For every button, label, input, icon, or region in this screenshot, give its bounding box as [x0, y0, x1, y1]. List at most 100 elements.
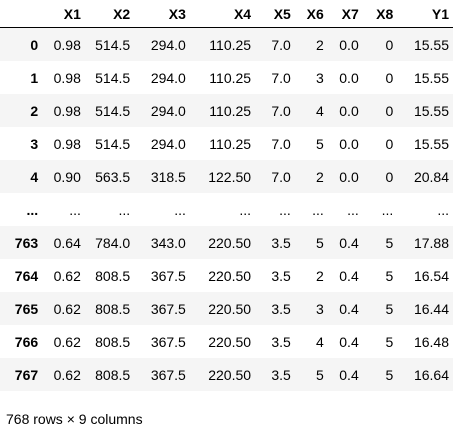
cell-x4: 110.25 — [209, 102, 252, 119]
cell-x8: 5 — [385, 300, 394, 317]
header-row: X1 X2 X3 X4 X5 X6 X7 X8 Y1 — [0, 0, 453, 28]
cell-x3: 367.5 — [150, 267, 186, 284]
row-index: 4 — [30, 168, 39, 185]
cell-x1: 0.90 — [53, 168, 81, 185]
cell-x8: ... — [381, 201, 394, 218]
table-body: 0 0.98 514.5 294.0 110.25 7.0 2 0.0 0 15.55 1 0.98 5… — [0, 27, 453, 391]
cell-x7: 0.4 — [339, 300, 359, 317]
cell-x8: 5 — [385, 234, 394, 251]
cell-y1: 15.55 — [413, 69, 449, 86]
cell-x6: ... — [312, 201, 324, 218]
cell-x3: 367.5 — [150, 333, 186, 350]
table-row: 765 0.62 808.5 367.5 220.50 3.5 3 0.4 5 16.44 — [0, 292, 453, 325]
cell-x6: 5 — [315, 234, 324, 251]
cell-x7: 0.4 — [339, 267, 359, 284]
cell-y1: 16.64 — [413, 366, 449, 383]
row-index: 764 — [14, 267, 39, 284]
row-index: 1 — [30, 69, 39, 86]
cell-x8: 0 — [385, 36, 394, 53]
cell-x1: 0.62 — [53, 333, 81, 350]
cell-x1: 0.62 — [53, 366, 81, 383]
table-row: 764 0.62 808.5 367.5 220.50 3.5 2 0.4 5 16.54 — [0, 259, 453, 292]
cell-x7: 0.0 — [339, 168, 359, 185]
cell-x2: 514.5 — [95, 36, 131, 53]
cell-y1: 17.88 — [413, 234, 449, 251]
cell-x3: 294.0 — [150, 36, 186, 53]
cell-x1: 0.62 — [53, 300, 81, 317]
cell-y1: 16.54 — [413, 267, 449, 284]
cell-x5: 3.5 — [271, 366, 291, 383]
cell-x2: 514.5 — [95, 135, 131, 152]
dataframe-output: X1 X2 X3 X4 X5 X6 X7 X8 Y1 0 0.98 514.5 294… — [0, 0, 453, 391]
cell-x6: 2 — [315, 267, 324, 284]
cell-y1: 20.84 — [413, 168, 449, 185]
cell-y1: 16.48 — [413, 333, 449, 350]
cell-x8: 0 — [385, 69, 394, 86]
cell-x2: 808.5 — [95, 267, 131, 284]
column-header-x4: X4 — [189, 0, 256, 28]
cell-x6: 4 — [315, 333, 324, 350]
cell-x5: 3.5 — [271, 234, 291, 251]
cell-x5: 3.5 — [271, 300, 291, 317]
cell-x4: 122.50 — [208, 168, 252, 185]
cell-x4: 110.25 — [209, 135, 252, 152]
column-header-x1: X1 — [41, 0, 85, 28]
column-header-x3: X3 — [134, 0, 190, 28]
cell-x1: 0.98 — [53, 36, 81, 53]
cell-x3: 294.0 — [150, 135, 186, 152]
cell-x2: 514.5 — [95, 69, 131, 86]
row-index: 763 — [14, 234, 39, 251]
cell-x4: 110.25 — [209, 69, 252, 86]
cell-y1: 15.55 — [413, 36, 449, 53]
cell-x3: 318.5 — [150, 168, 186, 185]
cell-x7: 0.4 — [339, 333, 359, 350]
table-row: 766 0.62 808.5 367.5 220.50 3.5 4 0.4 5 16.48 — [0, 325, 453, 358]
cell-x8: 5 — [385, 267, 394, 284]
cell-x6: 5 — [315, 366, 324, 383]
cell-x1: 0.98 — [53, 102, 81, 119]
table-row: 3 0.98 514.5 294.0 110.25 7.0 5 0.0 0 15.55 — [0, 127, 453, 160]
table-row: 763 0.64 784.0 343.0 220.50 3.5 5 0.4 5 17.88 — [0, 226, 453, 259]
table-row: 1 0.98 514.5 294.0 110.25 7.0 3 0.0 0 15.55 — [0, 61, 453, 94]
cell-x7: 0.4 — [339, 234, 359, 251]
column-header-x7: X7 — [327, 0, 363, 28]
cell-x8: 5 — [385, 366, 394, 383]
table-row: 4 0.90 563.5 318.5 122.50 7.0 2 0.0 0 20.84 — [0, 160, 453, 193]
column-header-x2: X2 — [84, 0, 135, 28]
cell-x4: 220.50 — [208, 300, 252, 317]
row-index: 2 — [30, 102, 39, 119]
cell-x3: 294.0 — [150, 102, 186, 119]
row-index: 3 — [30, 135, 39, 152]
ellipsis-row: .............................. — [0, 193, 453, 226]
cell-x5: ... — [279, 201, 291, 218]
cell-x6: 3 — [315, 69, 324, 86]
cell-x6: 2 — [315, 168, 324, 185]
cell-x5: 3.5 — [271, 267, 291, 284]
cell-x7: 0.4 — [339, 366, 359, 383]
index-header — [0, 0, 42, 28]
cell-x3: ... — [174, 201, 186, 218]
row-index: 0 — [30, 36, 39, 53]
cell-x5: 7.0 — [271, 36, 291, 53]
column-header-y1: Y1 — [397, 0, 453, 28]
cell-x4: ... — [239, 201, 252, 218]
table-header: X1 X2 X3 X4 X5 X6 X7 X8 Y1 — [0, 0, 453, 28]
table-row: 2 0.98 514.5 294.0 110.25 7.0 4 0.0 0 15.55 — [0, 94, 453, 127]
cell-x8: 5 — [385, 333, 394, 350]
shape-summary: 768 rows × 9 columns — [6, 411, 143, 427]
cell-x5: 7.0 — [271, 135, 291, 152]
cell-x5: 7.0 — [271, 168, 291, 185]
cell-x7: 0.0 — [339, 135, 359, 152]
cell-y1: 15.55 — [413, 135, 449, 152]
cell-x3: 294.0 — [150, 69, 186, 86]
cell-x4: 220.50 — [208, 366, 252, 383]
cell-x1: 0.62 — [53, 267, 81, 284]
cell-x3: 343.0 — [150, 234, 186, 251]
column-header-x6: X6 — [294, 0, 328, 28]
cell-x2: 808.5 — [95, 333, 131, 350]
dataframe-table: X1 X2 X3 X4 X5 X6 X7 X8 Y1 0 0.98 514.5 294… — [0, 0, 453, 391]
cell-x6: 4 — [315, 102, 324, 119]
cell-y1: 16.44 — [413, 300, 449, 317]
cell-x4: 110.25 — [209, 36, 252, 53]
cell-x8: 0 — [385, 168, 394, 185]
